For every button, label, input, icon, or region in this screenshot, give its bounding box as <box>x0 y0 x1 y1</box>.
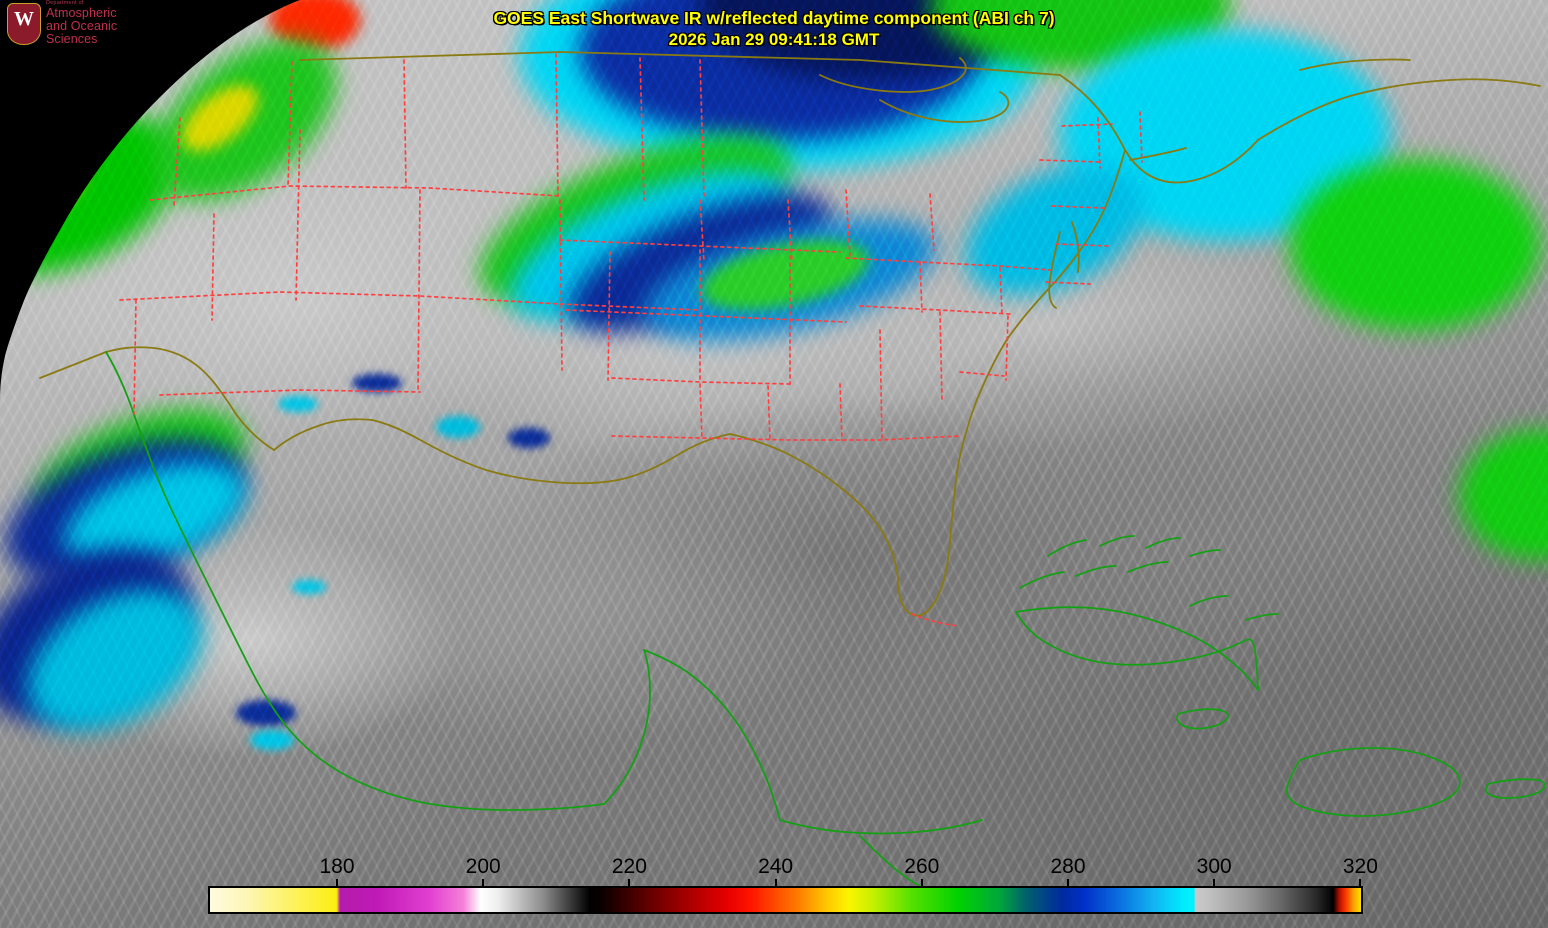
colorbar-tick-mark <box>628 879 631 887</box>
country-coastlines <box>39 51 1541 617</box>
logo-name-line2: and Oceanic Sciences <box>46 19 118 47</box>
cloud-bit-south-3 <box>436 416 480 438</box>
uw-aos-logo: W Department of Atmospheric and Oceanic … <box>0 0 152 48</box>
foreign-coastlines <box>105 351 1546 905</box>
cloud-bit-south-4 <box>508 428 550 448</box>
state-borders <box>119 53 1143 627</box>
cloud-bit-south-2 <box>352 374 402 392</box>
colorbar-tick-mark <box>920 879 923 887</box>
colorbar-gradient <box>208 886 1363 914</box>
colorbar-tick-mark <box>774 879 777 887</box>
colorbar-tick-label: 280 <box>1050 855 1086 878</box>
colorbar-tick-mark <box>1067 879 1069 887</box>
cloud-bit-south-1 <box>278 396 318 412</box>
cloud-cell-atlantic-green <box>1290 160 1540 330</box>
logo-name-line1: Atmospheric <box>46 6 117 21</box>
colorbar-tick-label: 240 <box>758 855 794 878</box>
colorbar-tick-label: 180 <box>319 855 355 878</box>
cloud-bit-south-7 <box>250 730 294 750</box>
logo-department-line: Department of <box>46 0 84 7</box>
colorbar-tick-mark <box>1359 879 1362 887</box>
uw-crest-icon: W <box>7 3 41 45</box>
colorbar-tick-label: 260 <box>904 855 940 878</box>
colorbar-tick-label: 320 <box>1342 855 1378 878</box>
colorbar-tick-mark <box>1213 879 1216 887</box>
logo-wordmark: Department of Atmospheric and Oceanic Sc… <box>46 1 152 46</box>
crest-letter: W <box>14 8 34 30</box>
colorbar-tick-label: 300 <box>1196 855 1232 878</box>
colorbar-tick-label: 200 <box>465 855 501 878</box>
colorbar-tick-mark <box>482 879 485 887</box>
colorbar-tick-mark <box>336 879 338 887</box>
cloud-bit-south-5 <box>292 580 326 594</box>
colorbar-tick-labels: 180 200 220 240 260 280 300 320 <box>0 855 1548 879</box>
cloud-bit-south-6 <box>236 700 296 726</box>
colorbar-legend: 180 200 220 240 260 280 300 320 <box>0 855 1548 928</box>
colorbar-tick-label: 220 <box>611 855 647 878</box>
colorbar-tick-marks <box>0 879 1548 887</box>
